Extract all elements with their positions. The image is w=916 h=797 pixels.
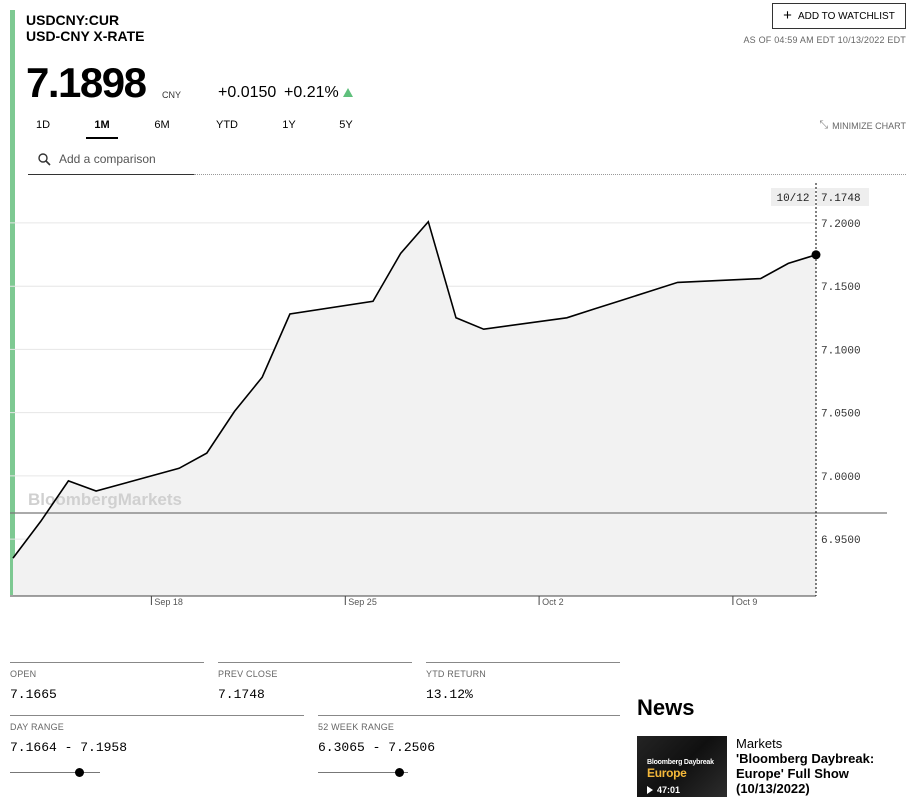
comparison-search (28, 144, 194, 175)
y-tick-label-0: 7.2000 (821, 219, 861, 231)
price-change-percent: +0.21% (284, 84, 339, 101)
data-point-10-11[interactable] (785, 260, 791, 266)
video-duration: 47:01 (647, 785, 680, 795)
stat-ytd-return: YTD RETURN 13.12% (426, 662, 620, 702)
data-point-9-26[interactable] (370, 298, 376, 304)
news-category[interactable]: Markets (736, 736, 783, 751)
data-point-9-22[interactable] (259, 374, 265, 380)
crosshair-date-box (771, 188, 815, 206)
stat-52-week-range-value: 6.3065 - 7.2506 (318, 740, 436, 755)
stat-day-range-label: DAY RANGE (10, 722, 64, 732)
y-tick-label-5: 6.9500 (821, 535, 861, 547)
comparison-input[interactable] (59, 152, 189, 166)
data-point-9-15[interactable] (65, 478, 71, 484)
data-point-9-23[interactable] (287, 311, 293, 317)
play-icon (647, 786, 653, 794)
data-point-9-30[interactable] (481, 326, 487, 332)
news-video-thumbnail[interactable]: Bloomberg Daybreak Europe 47:01 (637, 736, 727, 797)
stat-ytd-return-label: YTD RETURN (426, 669, 486, 679)
ticker-symbol: USDCNY:CUR (26, 12, 120, 28)
price-area (13, 221, 816, 596)
data-point-9-20[interactable] (204, 450, 210, 456)
news-headline-link[interactable]: 'Bloomberg Daybreak: Europe' Full Show (… (736, 751, 875, 796)
data-point-10-10[interactable] (758, 276, 764, 282)
data-point-10-6[interactable] (647, 288, 653, 294)
x-axis-ticks: Sep 18 Sep 25 Oct 2 Oct 9 (150, 596, 758, 607)
data-point-9-13[interactable] (10, 555, 16, 561)
y-tick-label-1: 7.1500 (821, 282, 861, 294)
data-point-9-14[interactable] (38, 518, 44, 524)
crosshair-date: 10/12 (776, 193, 809, 205)
crosshair-value: 7.1748 (821, 193, 861, 205)
data-point-9-16[interactable] (93, 488, 99, 494)
thumbnail-region: Europe (647, 766, 687, 780)
tab-range-1m[interactable]: 1M (86, 113, 118, 139)
y-tick-label-2: 7.1000 (821, 345, 861, 357)
stat-open-value: 7.1665 (10, 687, 57, 702)
data-point-10-5[interactable] (619, 297, 625, 303)
data-point-10-7[interactable] (675, 279, 681, 285)
day-range-slider (10, 768, 100, 777)
minimize-chart-label: MINIMIZE CHART (832, 120, 906, 131)
add-to-watchlist-label: ADD TO WATCHLIST (797, 10, 895, 22)
x-tick-label-3: Oct 9 (736, 597, 758, 607)
stat-prev-close-value: 7.1748 (218, 687, 265, 702)
compare-divider (194, 174, 906, 175)
minimize-chart-button[interactable]: ⤡ MINIMIZE CHART (819, 119, 906, 132)
tab-range-6m[interactable]: 6M (154, 119, 170, 131)
up-arrow-icon (343, 88, 353, 97)
stat-day-range-value: 7.1664 - 7.1958 (10, 740, 128, 755)
stat-52-week-range: 52 WEEK RANGE 6.3065 - 7.2506 (318, 715, 620, 755)
stat-ytd-return-value: 13.12% (426, 687, 473, 702)
tab-range-1d[interactable]: 1D (35, 119, 51, 131)
price-chart[interactable]: BloombergMarkets 7.2000 7.1500 7.1000 7.050… (0, 175, 916, 615)
52-week-range-slider (318, 768, 408, 777)
data-point-9-28[interactable] (425, 219, 431, 225)
tab-range-1y[interactable]: 1Y (282, 119, 296, 131)
accent-bar (10, 10, 15, 595)
tab-range-ytd[interactable]: YTD (216, 119, 238, 131)
data-point-10-3[interactable] (564, 315, 570, 321)
data-point-9-27[interactable] (398, 250, 404, 256)
stat-prev-close-label: PREV CLOSE (218, 669, 278, 679)
y-axis-ticks: 7.2000 7.1500 7.1000 7.0500 7.0000 6.9500 (821, 219, 861, 547)
price-change: +0.0150 (218, 84, 277, 101)
x-tick-label-1: Sep 25 (348, 597, 377, 607)
instrument-name: USD-CNY X-RATE (26, 28, 145, 44)
minimize-icon: ⤡ (819, 119, 829, 131)
current-price: 7.1898 (26, 59, 147, 106)
x-tick-label-0: Sep 18 (154, 597, 183, 607)
add-to-watchlist-button[interactable]: + ADD TO WATCHLIST (772, 3, 906, 29)
stat-52-week-range-label: 52 WEEK RANGE (318, 722, 395, 732)
data-point-9-19[interactable] (176, 465, 182, 471)
price-line (12, 220, 817, 559)
y-tick-label-3: 7.0500 (821, 409, 861, 421)
news-heading: News (637, 695, 695, 720)
stat-open: OPEN 7.1665 (10, 662, 204, 702)
crosshair-value-box (817, 188, 869, 206)
day-range-marker (74, 768, 84, 777)
x-tick-label-2: Oct 2 (542, 597, 564, 607)
stat-prev-close: PREV CLOSE 7.1748 (218, 662, 412, 702)
as-of-timestamp: AS OF 04:59 AM EDT 10/13/2022 EDT (743, 35, 906, 45)
52-week-range-marker (394, 768, 404, 777)
last-data-point (811, 250, 821, 260)
chart-watermark: BloombergMarkets (28, 490, 182, 509)
data-point-10-4[interactable] (592, 306, 598, 312)
search-icon (38, 152, 51, 166)
tab-range-5y[interactable]: 5Y (339, 119, 353, 131)
data-point-9-21[interactable] (232, 408, 238, 414)
plus-icon: + (783, 7, 792, 24)
data-point-9-29[interactable] (453, 315, 459, 321)
thumbnail-show-name: Bloomberg Daybreak (647, 759, 714, 766)
stat-open-label: OPEN (10, 669, 37, 679)
currency-label: CNY (162, 90, 182, 100)
video-duration-text: 47:01 (657, 785, 681, 795)
y-tick-label-4: 7.0000 (821, 472, 861, 484)
stat-day-range: DAY RANGE 7.1664 - 7.1958 (10, 715, 304, 755)
